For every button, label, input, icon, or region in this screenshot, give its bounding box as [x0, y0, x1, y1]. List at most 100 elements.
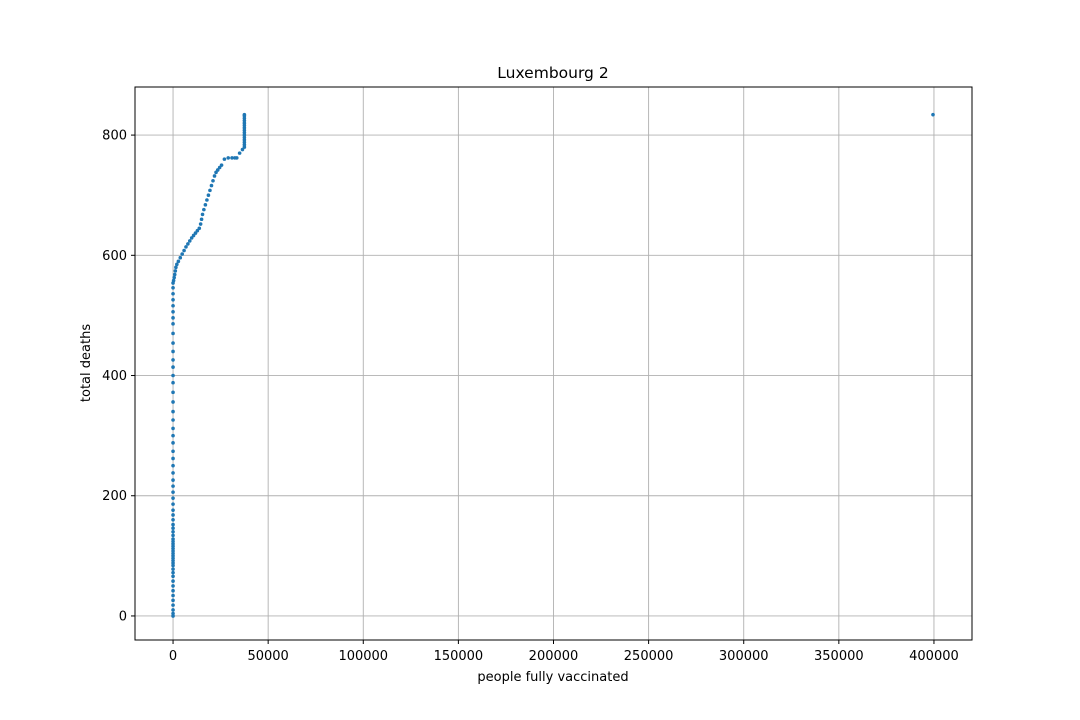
data-point	[211, 178, 215, 183]
data-point	[931, 112, 935, 117]
data-point	[171, 433, 175, 438]
data-point	[206, 193, 211, 197]
y-tick-label: 200	[102, 489, 127, 504]
data-point	[171, 530, 175, 534]
data-point	[193, 231, 198, 235]
data-point	[171, 316, 175, 320]
data-point	[212, 174, 217, 178]
data-point	[176, 259, 181, 264]
data-point	[171, 441, 175, 445]
data-point	[174, 265, 178, 270]
data-point	[182, 248, 186, 253]
data-point	[171, 513, 175, 517]
data-point	[242, 112, 247, 117]
data-point	[171, 449, 175, 454]
y-tick-label: 0	[119, 609, 127, 624]
data-point	[171, 533, 175, 538]
data-point	[171, 390, 175, 395]
data-point	[208, 188, 212, 193]
x-tick-label: 50000	[247, 649, 288, 664]
data-point	[171, 341, 175, 345]
data-point	[171, 471, 175, 475]
data-point	[171, 490, 175, 494]
x-tick-label: 100000	[338, 649, 388, 664]
data-point	[171, 358, 175, 362]
grid-layer	[135, 87, 972, 640]
data-point	[171, 456, 175, 461]
data-point	[171, 484, 175, 488]
data-point	[200, 212, 205, 217]
data-point	[199, 217, 204, 222]
data-point	[171, 567, 175, 571]
data-point	[171, 373, 175, 378]
data-point	[171, 574, 175, 579]
data-point	[171, 526, 175, 530]
data-point	[205, 198, 209, 202]
data-point	[171, 502, 175, 506]
data-point	[171, 418, 175, 422]
data-point	[171, 588, 175, 593]
data-point	[172, 275, 176, 280]
data-point	[171, 570, 175, 575]
x-axis-label: people fully vaccinated	[477, 670, 628, 685]
data-point	[175, 262, 179, 267]
data-point	[171, 303, 175, 308]
data-point	[171, 496, 175, 500]
data-point	[202, 207, 206, 212]
data-point	[172, 272, 177, 277]
data-point	[171, 463, 175, 468]
y-axis-label: total deaths	[79, 324, 94, 402]
data-point	[171, 537, 175, 541]
data-point	[180, 252, 184, 256]
data-point	[171, 297, 175, 302]
data-point	[203, 203, 208, 207]
data-point	[226, 156, 231, 160]
x-tick-label: 250000	[624, 649, 674, 664]
data-point	[191, 233, 196, 238]
data-point	[178, 255, 183, 260]
data-point	[215, 168, 220, 172]
data-point	[184, 245, 188, 249]
ticks-layer: 0 50000 100000 150000 200000 250000 300000 3500…	[102, 129, 959, 664]
data-point	[209, 183, 214, 188]
y-tick-label: 800	[102, 129, 127, 144]
data-point	[173, 269, 178, 273]
data-point	[230, 156, 234, 160]
y-tick-label: 400	[102, 369, 127, 384]
data-point	[197, 226, 202, 231]
data-point	[222, 157, 227, 161]
data-point	[171, 365, 175, 369]
x-tick-label: 300000	[719, 649, 769, 664]
data-point	[171, 400, 175, 404]
data-point	[198, 222, 203, 226]
data-point	[171, 608, 175, 612]
data-point	[171, 593, 175, 598]
data-point	[217, 165, 222, 170]
data-point	[171, 278, 176, 283]
data-point	[171, 579, 175, 583]
data-point	[195, 228, 200, 233]
data-point	[171, 349, 175, 354]
data-point	[240, 147, 245, 152]
data-point	[171, 478, 175, 482]
data-point	[171, 291, 175, 296]
data-point	[171, 584, 175, 588]
data-point	[171, 380, 175, 385]
data-point	[189, 236, 194, 240]
data-point	[171, 310, 175, 314]
data-point	[171, 517, 175, 522]
data-point	[171, 409, 175, 414]
x-tick-label: 0	[169, 649, 177, 664]
data-point	[171, 426, 175, 431]
chart-title: Luxembourg 2	[497, 64, 608, 82]
data-point	[171, 508, 175, 512]
x-tick-label: 200000	[529, 649, 579, 664]
points-layer	[171, 112, 935, 618]
data-point	[171, 598, 175, 603]
data-point	[187, 239, 192, 243]
data-point	[171, 331, 175, 336]
data-point	[171, 322, 175, 326]
x-tick-label: 400000	[909, 649, 959, 664]
